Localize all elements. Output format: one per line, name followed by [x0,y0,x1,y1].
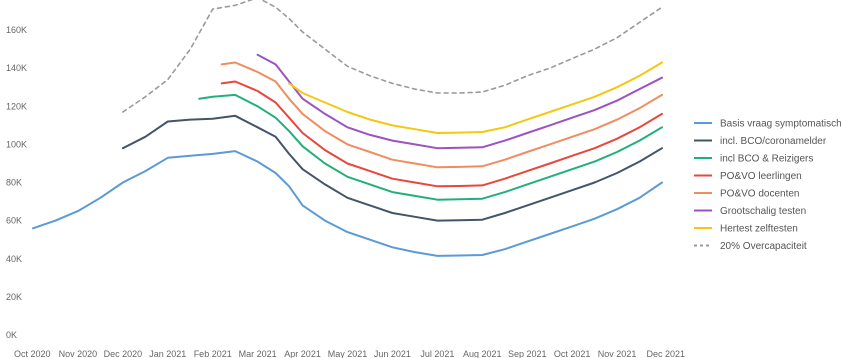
x-tick-label: Nov 2021 [598,349,637,358]
series-line [122,0,663,113]
legend-label: incl. BCO/coronamelder [720,136,827,147]
y-tick-label: 120K [6,101,27,111]
y-tick-label: 0K [6,330,17,340]
y-tick-label: 40K [6,254,22,264]
legend-label: 20% Overcapaciteit [720,241,807,252]
x-tick-label: Oct 2020 [14,349,51,358]
y-tick-label: 100K [6,139,27,149]
series-line [220,61,663,169]
x-tick-label: Nov 2020 [59,349,98,358]
y-tick-label: 60K [6,216,22,226]
x-tick-label: Oct 2021 [554,349,591,358]
legend-label: Grootschalig testen [720,206,806,217]
series-line [256,53,663,150]
x-tick-label: Dec 2021 [646,349,685,358]
series-line [121,114,663,222]
series-line [198,93,663,201]
x-tick-label: Aug 2021 [463,349,502,358]
legend-label: PO&VO leerlingen [720,171,802,182]
legend-label: PO&VO docenten [720,189,800,200]
legend-label: incl BCO & Reizigers [720,154,813,165]
y-tick-label: 140K [6,63,27,73]
y-tick-label: 20K [6,292,22,302]
series-line [220,80,663,188]
x-tick-label: Apr 2021 [284,349,321,358]
x-tick-label: Feb 2021 [194,349,232,358]
x-tick-label: Dec 2020 [104,349,143,358]
x-tick-label: Jan 2021 [149,349,186,358]
x-tick-label: Sep 2021 [508,349,547,358]
series-line [32,150,663,257]
legend-label: Hertest zelftesten [720,224,798,235]
x-tick-label: May 2021 [328,349,368,358]
x-tick-label: Jul 2021 [420,349,454,358]
x-tick-label: Mar 2021 [239,349,277,358]
y-tick-label: 160K [6,25,27,35]
x-tick-label: Jun 2021 [374,349,411,358]
legend-label: Basis vraag symptomatisch [720,119,841,130]
series-line [288,61,663,134]
y-tick-label: 80K [6,178,22,188]
